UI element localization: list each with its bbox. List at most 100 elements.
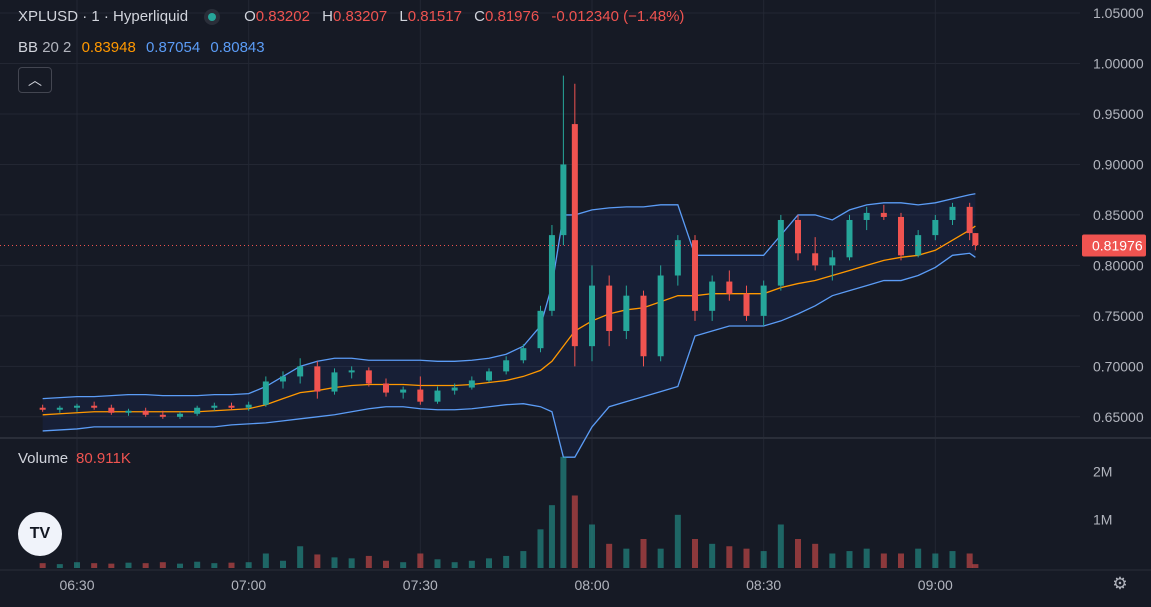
candle-body [434, 390, 441, 402]
volume-bar [56, 564, 63, 568]
volume-tick-label: 1M [1093, 512, 1112, 528]
candle-body [297, 366, 304, 377]
volume-bar [383, 560, 389, 568]
volume-bar [537, 529, 544, 568]
volume-bar [468, 560, 475, 568]
volume-bar [365, 555, 372, 568]
candle-body [743, 293, 750, 316]
logo-text: TV [29, 525, 51, 542]
bollinger-legend[interactable]: BB 20 2 0.83948 0.87054 0.80843 [18, 39, 265, 56]
candle-body [880, 212, 887, 217]
candle-body [468, 380, 475, 388]
candle-body [177, 413, 183, 417]
bb-lower-line [42, 252, 976, 458]
candle-body [812, 253, 819, 266]
candle-body [692, 240, 698, 311]
candle-body [74, 405, 80, 408]
candle-body [228, 405, 235, 408]
candle-body [709, 281, 716, 311]
candle-body [383, 383, 389, 393]
bb-mid-value: 0.83948 [81, 39, 136, 56]
volume-bar [674, 514, 681, 568]
time-tick-label: 08:00 [574, 577, 609, 593]
price-tick-label: 0.75000 [1093, 308, 1144, 324]
candle-body [520, 348, 527, 361]
volume-bar [589, 524, 595, 568]
volume-label: Volume [18, 450, 69, 467]
bb-label: BB [18, 39, 39, 56]
volume-bar [108, 563, 115, 568]
candle-body [966, 206, 973, 234]
candle-body [898, 216, 904, 256]
candle-body [108, 407, 115, 413]
candle-body [537, 310, 544, 349]
last-price-label: 0.81976 [1092, 237, 1143, 253]
volume-bar [692, 539, 698, 568]
candle-body [932, 219, 939, 236]
volume-bar [743, 548, 750, 568]
tradingview-logo[interactable]: TV [18, 512, 62, 556]
volume-bar [571, 495, 578, 568]
volume-bar [560, 456, 567, 568]
bb-lower-value: 0.80843 [210, 39, 265, 56]
volume-bar [280, 560, 286, 568]
volume-bar [760, 551, 767, 568]
chevron-up-icon: ︿ [28, 72, 42, 88]
volume-bar [348, 558, 355, 568]
volume-bar [331, 557, 338, 568]
candle-body [211, 405, 218, 408]
candle-body [560, 164, 567, 236]
last-price-tag [1082, 234, 1146, 257]
price-tick-label: 0.65000 [1093, 409, 1144, 425]
open-label: O [244, 8, 256, 25]
candle-body [863, 212, 870, 220]
candle-body [657, 275, 664, 357]
low-label: L [399, 8, 408, 25]
volume-bar [606, 543, 613, 568]
volume-bar [657, 548, 664, 568]
volume-bar [451, 562, 458, 568]
candle-body [159, 414, 166, 417]
open-value: 0.83202 [255, 8, 310, 25]
candle-body [548, 235, 555, 311]
price-tick-label: 1.05000 [1093, 5, 1144, 21]
volume-bar [486, 558, 492, 568]
candle-body [726, 281, 733, 294]
candle-body [39, 407, 46, 410]
close-value: 0.81976 [484, 8, 540, 25]
volume-bar [846, 551, 853, 568]
symbol-title[interactable]: XPLUSD · 1 · Hyperliquid [18, 8, 189, 25]
candle-body [606, 285, 613, 332]
candle-body [795, 219, 801, 254]
volume-bar [39, 563, 46, 568]
collapse-legend-button[interactable]: ︿ [18, 67, 52, 93]
bb-upper-value: 0.87054 [145, 39, 201, 56]
candle-body [331, 372, 338, 392]
candle-body [640, 295, 647, 357]
candle-body [949, 206, 956, 220]
candle-body [348, 370, 355, 373]
candle-body [400, 389, 407, 393]
volume-bar [262, 553, 269, 568]
volume-bar [949, 551, 956, 568]
high-label: H [322, 8, 333, 25]
candle-body [589, 285, 595, 347]
candle-body [777, 219, 784, 286]
candle-body [486, 371, 492, 381]
candle-body [846, 219, 853, 258]
volume-bar [726, 546, 733, 568]
bb-middle-line [42, 225, 976, 416]
volume-bar [142, 563, 149, 568]
candle-body [142, 410, 149, 415]
volume-value: 80.911K [76, 450, 131, 467]
volume-bar [795, 539, 801, 568]
candle-body [91, 405, 98, 408]
gear-icon[interactable]: ⚙ [1112, 574, 1128, 593]
candle-body [417, 389, 424, 402]
volume-bar [211, 563, 218, 568]
time-tick-label: 08:30 [746, 577, 781, 593]
candle-body [451, 387, 458, 391]
candle-body [674, 240, 681, 276]
